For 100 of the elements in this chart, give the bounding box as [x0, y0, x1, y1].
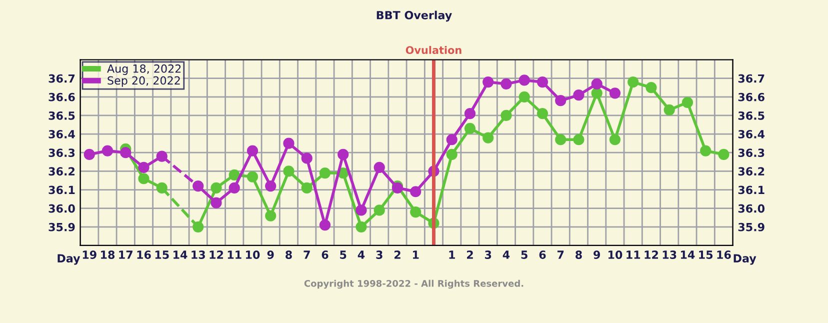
- point: [482, 76, 494, 88]
- x-axis-title: Day: [58, 254, 80, 265]
- point: [319, 219, 331, 231]
- y-tick-label: 35.9: [48, 222, 75, 232]
- point: [138, 162, 150, 174]
- point: [536, 108, 548, 120]
- point: [518, 91, 530, 102]
- x-tick-label: 2: [394, 250, 400, 259]
- x-tick-label: 11: [626, 250, 640, 259]
- point: [628, 76, 639, 88]
- point: [446, 148, 458, 160]
- point: [374, 204, 385, 216]
- x-tick-label: 11: [228, 250, 242, 259]
- x-tick-label: 18: [101, 250, 115, 259]
- x-tick-label: 2: [466, 250, 473, 259]
- point: [246, 145, 258, 156]
- x-tick-label: 6: [322, 250, 328, 259]
- x-tick-label: 16: [717, 250, 731, 259]
- point: [301, 182, 312, 194]
- x-tick-label: 1: [413, 250, 419, 259]
- y2-tick-label: 36.6: [738, 92, 764, 102]
- y2-tick-label: 36.7: [738, 74, 764, 83]
- x-tick-label: 6: [539, 250, 546, 259]
- y-tick-label: 36.5: [48, 111, 75, 120]
- x-tick-label: 12: [210, 250, 224, 259]
- point: [410, 186, 422, 198]
- x-tick-label: 4: [358, 250, 365, 259]
- point: [446, 134, 458, 146]
- x-tick-label: 13: [662, 250, 676, 259]
- point: [210, 182, 222, 194]
- point: [591, 88, 602, 99]
- point: [500, 78, 512, 90]
- y-tick-label: 36.7: [48, 74, 75, 83]
- y-tick-label: 36.0: [48, 204, 75, 213]
- point: [120, 147, 132, 158]
- x-tick-label: 10: [608, 250, 622, 259]
- point: [500, 110, 512, 122]
- point: [356, 221, 367, 232]
- x-tick-label: 7: [304, 250, 310, 259]
- ref-line-label: Ovulation: [406, 46, 462, 54]
- point: [464, 122, 476, 134]
- x-tick-label: 13: [192, 250, 205, 259]
- x-tick-label: 5: [340, 250, 346, 259]
- x-tick-label: 1: [449, 250, 455, 259]
- point: [283, 138, 294, 149]
- text: Copyright 1998-2022 - All Rights Reserved.: [304, 280, 524, 289]
- x-tick-label: 12: [644, 250, 658, 259]
- y-tick-label: 36.3: [48, 148, 75, 157]
- x-tick-label: 5: [521, 250, 528, 259]
- point: [700, 145, 712, 156]
- point: [555, 95, 566, 106]
- x-tick-label: 16: [137, 250, 151, 259]
- point: [591, 78, 602, 90]
- point: [319, 167, 331, 179]
- point: [356, 204, 367, 216]
- y2-tick-label: 36.0: [738, 204, 765, 213]
- point: [536, 76, 548, 88]
- text: Day: [734, 254, 756, 265]
- x-tick-label: 17: [119, 250, 132, 259]
- y2-tick-label: 36.2: [738, 167, 764, 176]
- legend-label: Aug 18, 2022: [107, 64, 181, 75]
- point: [464, 108, 476, 120]
- point: [102, 145, 114, 156]
- y2-tick-label: 36.3: [738, 148, 764, 157]
- point: [555, 134, 566, 146]
- x-tick-label: 19: [82, 250, 96, 259]
- point: [84, 148, 95, 160]
- x-tick-label: 10: [246, 250, 260, 259]
- x-tick-label: 3: [484, 250, 492, 259]
- x-tick-label: 8: [576, 250, 582, 259]
- x-tick-label: 9: [594, 250, 600, 259]
- x-tick-label: 7: [557, 250, 564, 259]
- x-tick-label: 3: [376, 250, 382, 259]
- point: [210, 197, 222, 208]
- point: [301, 152, 312, 164]
- y-tick-label: 36.6: [48, 92, 75, 102]
- point: [246, 171, 258, 182]
- point: [138, 173, 150, 184]
- y-tick-label: 36.4: [48, 130, 75, 138]
- point: [283, 166, 294, 177]
- point: [573, 89, 584, 101]
- point: [609, 88, 621, 99]
- x-tick-label: 15: [155, 250, 169, 259]
- x-tick-label: 14: [680, 250, 695, 259]
- y2-tick-label: 36.5: [738, 111, 764, 120]
- x-tick-label: 4: [502, 250, 510, 259]
- point: [374, 162, 385, 174]
- point: [265, 180, 276, 192]
- x-tick-label: 15: [699, 250, 713, 259]
- legend-label: Sep 20, 2022: [108, 76, 180, 87]
- point: [646, 82, 657, 94]
- y2-tick-label: 35.9: [738, 222, 764, 232]
- point: [718, 148, 730, 160]
- y-tick-label: 36.2: [48, 167, 74, 176]
- y2-tick-label: 36.4: [738, 130, 765, 138]
- point: [682, 96, 694, 108]
- x-tick-label: 9: [267, 250, 274, 259]
- x-tick-label: 14: [174, 250, 188, 259]
- x-tick-label: 8: [286, 250, 292, 259]
- point: [265, 210, 276, 222]
